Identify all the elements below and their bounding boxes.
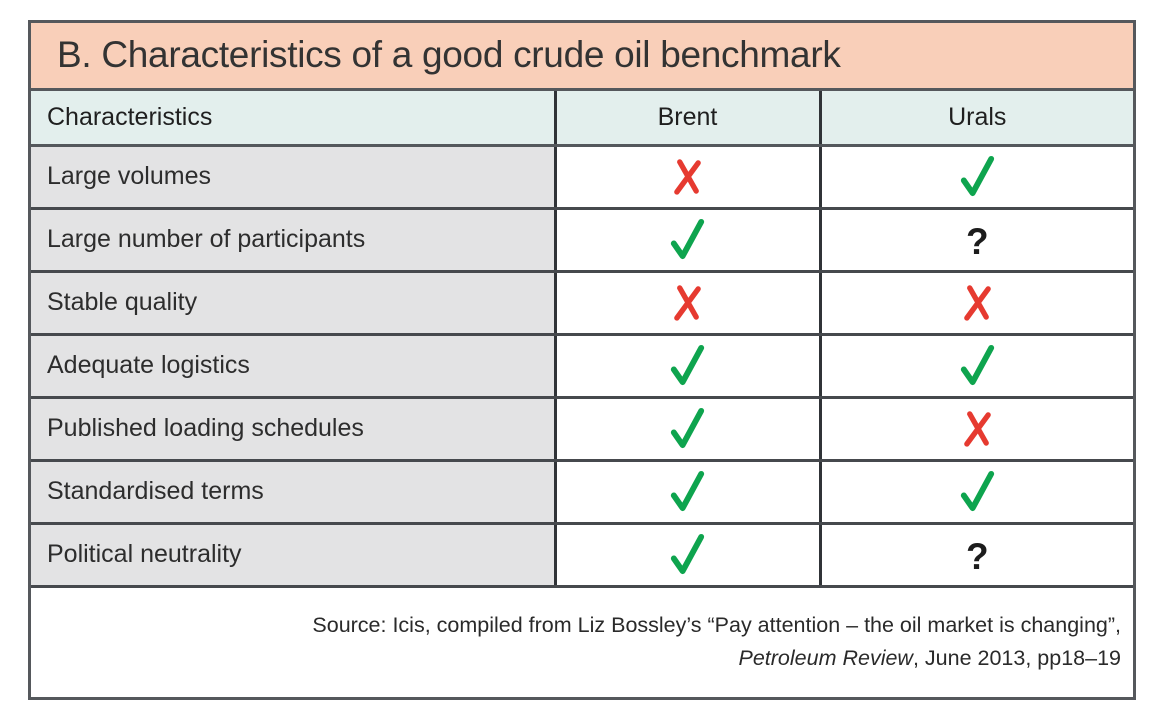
brent-mark-cell: ? xyxy=(553,271,820,336)
figure-title-band: B. Characteristics of a good crude oil b… xyxy=(31,23,1133,91)
check-icon xyxy=(960,470,994,512)
brent-mark-cell: ? xyxy=(553,523,820,588)
column-header-characteristics: Characteristics xyxy=(31,91,555,147)
figure-title: B. Characteristics of a good crude oil b… xyxy=(57,33,841,75)
brent-mark-cell: ? xyxy=(553,145,820,210)
source-note: Source: Icis, compiled from Liz Bossley’… xyxy=(31,587,1133,697)
row-label: Political neutrality xyxy=(31,523,555,588)
mark-icon: ? xyxy=(669,470,706,512)
brent-mark-cell: ? xyxy=(553,334,820,399)
cross-icon xyxy=(674,159,701,195)
question-mark: ? xyxy=(965,536,989,577)
journal-name: Petroleum Review xyxy=(738,646,913,671)
check-icon xyxy=(960,344,994,386)
urals-mark-cell: ? xyxy=(818,397,1133,462)
row-label: Published loading schedules xyxy=(31,397,555,462)
mark-icon: ? xyxy=(669,218,706,260)
mark-icon: ? xyxy=(966,223,989,260)
row-label: Standardised terms xyxy=(31,460,555,525)
brent-mark-cell: ? xyxy=(553,397,820,462)
check-icon xyxy=(670,470,705,512)
benchmark-table: Characteristics Brent Urals Large volume… xyxy=(31,91,1133,588)
table-row: Large number of participants ? ? xyxy=(31,208,1133,273)
mark-icon: ? xyxy=(672,285,703,321)
brent-mark-cell: ? xyxy=(553,208,820,273)
mark-icon: ? xyxy=(959,344,996,386)
row-label: Stable quality xyxy=(31,271,555,336)
mark-icon: ? xyxy=(669,407,706,449)
urals-mark-cell: ? xyxy=(818,334,1133,399)
mark-icon: ? xyxy=(959,470,996,512)
source-line-2-rest: , June 2013, pp18–19 xyxy=(912,646,1121,671)
mark-icon: ? xyxy=(672,159,703,195)
cross-icon xyxy=(674,285,701,321)
urals-mark-cell: ? xyxy=(818,523,1133,588)
header-row: Characteristics Brent Urals xyxy=(31,91,1133,147)
source-line-1: Source: Icis, compiled from Liz Bossley’… xyxy=(312,613,1121,638)
source-line-2: Petroleum Review, June 2013, pp18–19 xyxy=(739,642,1122,675)
row-label: Large volumes xyxy=(31,145,555,210)
check-icon xyxy=(670,407,705,449)
check-icon xyxy=(960,155,994,197)
mark-icon: ? xyxy=(959,155,996,197)
question-mark: ? xyxy=(965,221,989,262)
table-row: Published loading schedules ? ? xyxy=(31,397,1133,462)
table-row: Large volumes ? ? xyxy=(31,145,1133,210)
urals-mark-cell: ? xyxy=(818,145,1133,210)
row-label: Large number of participants xyxy=(31,208,555,273)
mark-icon: ? xyxy=(669,344,706,386)
check-icon xyxy=(670,218,705,260)
column-header-brent: Brent xyxy=(553,91,820,147)
mark-icon: ? xyxy=(962,411,993,447)
brent-mark-cell: ? xyxy=(553,460,820,525)
table-row: Adequate logistics ? ? xyxy=(31,334,1133,399)
cross-icon xyxy=(963,285,991,321)
urals-mark-cell: ? xyxy=(818,271,1133,336)
check-icon xyxy=(670,533,705,575)
mark-icon: ? xyxy=(669,533,706,575)
table-row: Standardised terms ? ? xyxy=(31,460,1133,525)
mark-icon: ? xyxy=(962,285,993,321)
benchmark-table-figure: B. Characteristics of a good crude oil b… xyxy=(28,20,1136,700)
table-row: Political neutrality ? ? xyxy=(31,523,1133,588)
mark-icon: ? xyxy=(966,538,989,575)
column-header-urals: Urals xyxy=(818,91,1133,147)
table-row: Stable quality ? ? xyxy=(31,271,1133,336)
urals-mark-cell: ? xyxy=(818,460,1133,525)
urals-mark-cell: ? xyxy=(818,208,1133,273)
row-label: Adequate logistics xyxy=(31,334,555,399)
check-icon xyxy=(670,344,705,386)
cross-icon xyxy=(963,411,991,447)
